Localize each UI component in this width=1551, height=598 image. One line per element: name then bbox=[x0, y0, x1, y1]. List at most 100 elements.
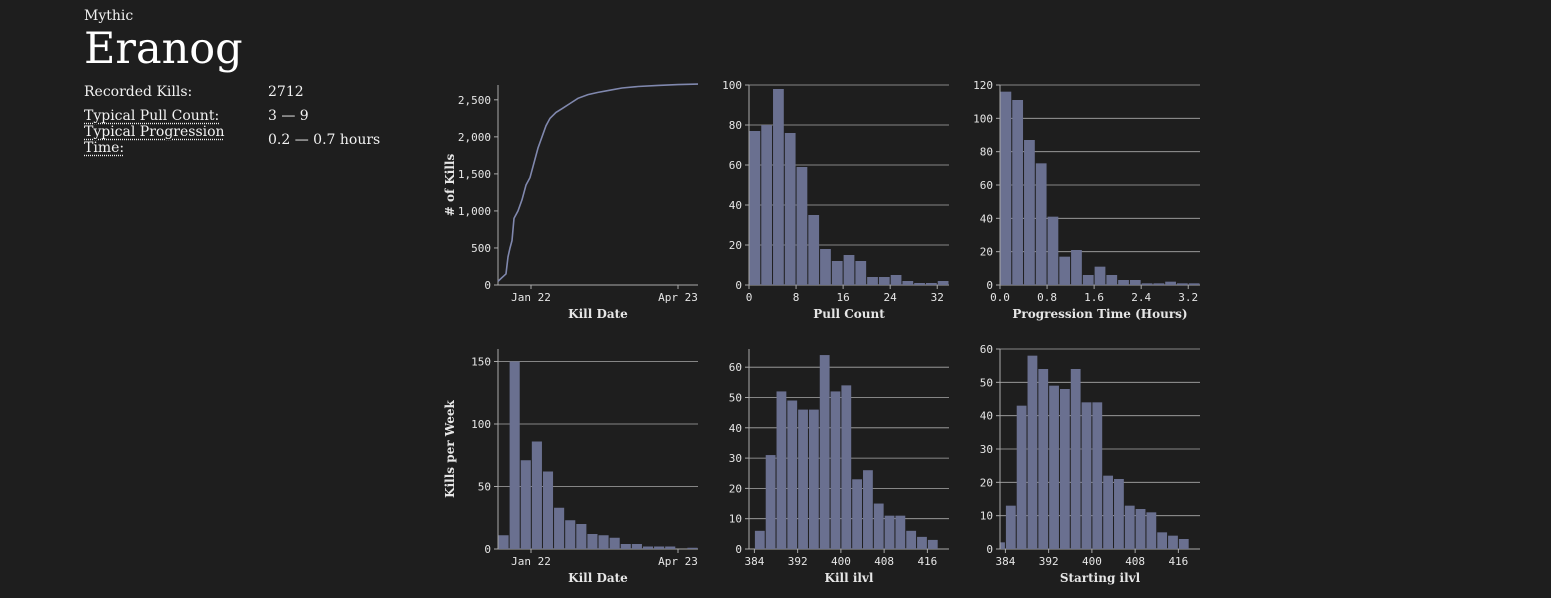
bar bbox=[902, 281, 914, 285]
boss-name: Eranog bbox=[84, 24, 243, 74]
bar bbox=[852, 479, 863, 549]
y-tick-label: 10 bbox=[980, 510, 993, 523]
y-tick-label: 40 bbox=[980, 410, 993, 423]
x-axis-title: Progression Time (Hours) bbox=[1012, 307, 1187, 321]
x-axis-title: Starting ilvl bbox=[1060, 571, 1141, 585]
cumulative-kills-chart: 0 500 1,000 1,500 2,000 2,500 Jan 22 Apr 23 Kill… bbox=[443, 83, 699, 321]
bar bbox=[1024, 140, 1035, 285]
x-tick-label: 16 bbox=[836, 291, 849, 304]
bar bbox=[831, 261, 843, 285]
y-tick-label: 150 bbox=[471, 356, 491, 369]
kills-per-week-histogram: 0 50 100 150 Jan 22 Apr 23 Kill Date Kills per … bbox=[443, 349, 698, 585]
stat-row-progression-time: Typical Progression Time: 0.2 — 0.7 hour… bbox=[84, 124, 381, 156]
y-tick-label: 80 bbox=[729, 119, 742, 132]
x-tick-label: 392 bbox=[1039, 555, 1059, 568]
bar bbox=[863, 470, 873, 549]
stat-value: 3 — 9 bbox=[268, 108, 309, 124]
bar bbox=[776, 391, 787, 549]
x-tick-label: 416 bbox=[917, 555, 937, 568]
y-tick-label: 100 bbox=[722, 79, 742, 92]
bar bbox=[761, 125, 773, 285]
cumulative-series-line bbox=[497, 83, 699, 282]
pull-count-histogram: 0 20 40 60 80 100 0 8 16 24 32 Pull Count bbox=[722, 79, 949, 321]
bar bbox=[1059, 256, 1071, 285]
x-tick-label: 408 bbox=[1125, 555, 1145, 568]
y-tick-label: 120 bbox=[973, 79, 993, 92]
y-tick-label: 20 bbox=[980, 246, 993, 259]
stat-label[interactable]: Typical Pull Count: bbox=[84, 108, 220, 124]
x-tick-label: Apr 23 bbox=[658, 555, 698, 568]
bar bbox=[587, 534, 598, 549]
y-tick-label: 50 bbox=[980, 376, 993, 389]
y-tick-label: 40 bbox=[729, 422, 742, 435]
x-tick-label: Apr 23 bbox=[658, 291, 698, 304]
bar bbox=[509, 361, 520, 549]
stat-value: 0.2 — 0.7 hours bbox=[268, 132, 381, 148]
bar bbox=[1049, 385, 1059, 549]
x-tick-label: 384 bbox=[995, 555, 1015, 568]
y-tick-label: 0 bbox=[735, 543, 742, 556]
bar bbox=[654, 546, 665, 549]
y-tick-label: 60 bbox=[980, 179, 993, 192]
stat-value: 2712 bbox=[268, 84, 304, 100]
bar bbox=[1012, 100, 1024, 285]
x-tick-label: 1.6 bbox=[1084, 291, 1104, 304]
x-tick-label: 8 bbox=[793, 291, 800, 304]
x-tick-label: Jan 22 bbox=[511, 555, 551, 568]
bar bbox=[1188, 283, 1200, 285]
bar bbox=[542, 471, 554, 549]
y-tick-label: 20 bbox=[729, 482, 742, 495]
bar bbox=[1165, 281, 1176, 285]
bar bbox=[937, 281, 949, 285]
bar bbox=[1071, 250, 1082, 285]
bar bbox=[773, 89, 784, 285]
bar bbox=[1114, 479, 1124, 549]
bar bbox=[1081, 402, 1092, 549]
bar bbox=[1176, 283, 1188, 285]
x-axis-title: Kill ilvl bbox=[825, 571, 874, 585]
bar bbox=[878, 277, 890, 285]
bar bbox=[867, 277, 878, 285]
bar bbox=[749, 131, 761, 285]
bar bbox=[819, 355, 830, 549]
y-tick-label: 1,000 bbox=[458, 205, 491, 218]
y-tick-label: 30 bbox=[729, 452, 742, 465]
bar bbox=[798, 409, 808, 549]
y-tick-label: 40 bbox=[729, 199, 742, 212]
x-tick-label: 0.8 bbox=[1037, 291, 1057, 304]
bar bbox=[554, 507, 565, 549]
bar bbox=[796, 167, 808, 285]
bar bbox=[1027, 355, 1038, 549]
bar bbox=[609, 537, 620, 549]
bar bbox=[576, 524, 587, 549]
y-tick-label: 50 bbox=[478, 481, 491, 494]
stat-row-recorded-kills: Recorded Kills: 2712 bbox=[84, 80, 380, 104]
x-tick-label: 2.4 bbox=[1131, 291, 1151, 304]
bar bbox=[598, 535, 609, 549]
bar bbox=[754, 530, 765, 549]
y-tick-label: 100 bbox=[471, 418, 491, 431]
x-tick-label: 0.0 bbox=[990, 291, 1010, 304]
bar bbox=[917, 536, 927, 549]
bar bbox=[906, 530, 917, 549]
y-tick-label: 500 bbox=[471, 242, 491, 255]
x-tick-label: 400 bbox=[1082, 555, 1102, 568]
y-tick-label: 80 bbox=[980, 146, 993, 159]
y-tick-label: 0 bbox=[735, 279, 742, 292]
bar bbox=[1129, 280, 1141, 285]
x-tick-label: 24 bbox=[884, 291, 898, 304]
y-axis-title: # of Kills bbox=[443, 154, 457, 217]
bar bbox=[1124, 505, 1135, 549]
bar bbox=[1103, 475, 1114, 549]
bar bbox=[642, 546, 654, 549]
y-tick-label: 30 bbox=[980, 443, 993, 456]
x-tick-label: Jan 22 bbox=[511, 291, 551, 304]
x-axis-title: Kill Date bbox=[568, 307, 628, 321]
bar bbox=[787, 400, 798, 549]
bar bbox=[914, 283, 925, 285]
x-tick-label: 392 bbox=[788, 555, 808, 568]
stat-label[interactable]: Typical Progression Time: bbox=[84, 124, 225, 156]
bar bbox=[1178, 539, 1189, 549]
progression-time-histogram: 0 20 40 60 80 100 120 0.0 0.8 1.6 2.4 3.2 Progressio… bbox=[973, 79, 1200, 321]
